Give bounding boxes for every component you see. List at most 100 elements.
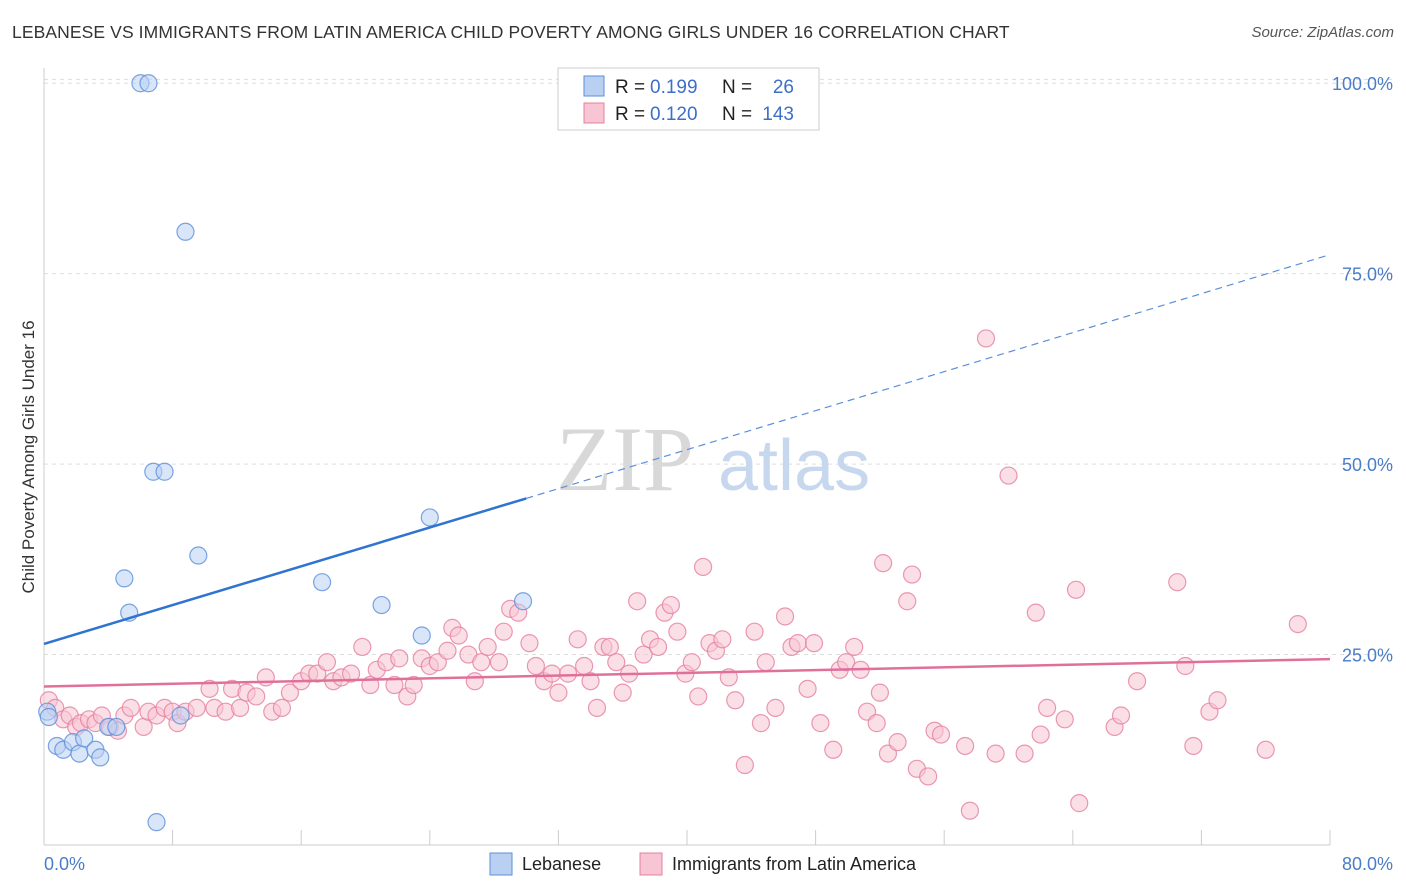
latin-america-point xyxy=(955,736,975,756)
x-tick-label-max: 80.0% xyxy=(1342,854,1393,874)
latin-america-point xyxy=(558,664,578,683)
latin-america-point xyxy=(874,554,893,573)
latin-america-point xyxy=(845,637,864,657)
latin-america-point xyxy=(600,637,619,657)
latin-america-point xyxy=(788,634,808,653)
latin-america-point xyxy=(187,698,206,717)
lebanese-point xyxy=(171,706,190,725)
latin-america-point xyxy=(489,653,509,672)
grid-lines xyxy=(44,78,1392,656)
latin-america-point xyxy=(494,622,513,641)
latin-america-point xyxy=(568,630,587,649)
lebanese-bottom-swatch xyxy=(489,852,513,876)
latin-america-point xyxy=(607,653,626,672)
lebanese-point xyxy=(39,707,58,727)
latin-america-point xyxy=(121,698,140,717)
source-credit: Source: ZipAtlas.com xyxy=(1251,24,1394,41)
latin-america-point xyxy=(867,714,886,733)
latin-america-point xyxy=(919,767,938,786)
lebanese-point xyxy=(139,74,158,93)
y-tick-label: 75.0% xyxy=(1342,265,1393,285)
latin-america-point xyxy=(745,622,764,641)
latin-n-label: N = xyxy=(722,104,752,125)
watermark-atlas: atlas xyxy=(718,426,870,506)
latin-america-point xyxy=(526,656,545,676)
latin-america-point xyxy=(798,679,817,698)
latin-america-point xyxy=(999,466,1018,485)
latin-america-point xyxy=(272,698,292,717)
latin-america-point xyxy=(317,653,337,672)
lebanese-point xyxy=(372,595,391,615)
latin-america-point xyxy=(549,683,568,702)
latin-america-point xyxy=(756,653,775,672)
lebanese-n-value: 26 xyxy=(773,77,794,98)
watermark-zip: ZIP xyxy=(556,408,694,510)
latin-america-point xyxy=(693,557,713,577)
stats-legend: R = 0.199 N = 26 R = 0.120 N = 143 xyxy=(557,67,820,131)
lebanese-bottom-label: Lebanese xyxy=(522,854,601,874)
latin-america-point xyxy=(976,329,996,348)
lebanese-point xyxy=(312,573,332,592)
latin-america-point xyxy=(465,672,484,691)
lebanese-trendline xyxy=(43,497,527,646)
latin-america-point xyxy=(1184,736,1203,756)
latin-america-point xyxy=(1256,740,1275,759)
lebanese-point xyxy=(420,508,439,527)
latin-america-point xyxy=(200,679,219,698)
latin-america-point xyxy=(341,664,361,683)
lebanese-r-value: 0.199 xyxy=(650,77,698,98)
lebanese-points xyxy=(38,74,533,832)
latin-america-point xyxy=(682,653,701,672)
latin-r-value: 0.120 xyxy=(650,104,698,125)
latin-america-point xyxy=(472,653,491,672)
latin-america-point xyxy=(1168,573,1187,592)
latin-america-point xyxy=(581,672,600,691)
x-tick-label-min: 0.0% xyxy=(44,854,85,874)
latin-america-point xyxy=(231,698,250,717)
latin-america-point xyxy=(1055,710,1074,729)
lebanese-legend-swatch xyxy=(583,75,605,97)
latin-america-point xyxy=(1031,725,1050,744)
latin-america-point xyxy=(438,641,457,660)
y-axis-label: Child Poverty Among Girls Under 16 xyxy=(19,320,38,593)
latin-america-point xyxy=(1037,698,1057,717)
latin-america-point xyxy=(775,607,795,626)
latin-america-point xyxy=(247,687,266,706)
latin-america-point xyxy=(931,725,951,744)
latin-america-point xyxy=(628,592,647,611)
latin-america-point xyxy=(960,801,980,820)
series-legend: Lebanese Immigrants from Latin America xyxy=(489,852,917,876)
latin-bottom-label: Immigrants from Latin America xyxy=(672,854,917,874)
lebanese-point xyxy=(155,462,174,481)
lebanese-point xyxy=(176,222,195,241)
latin-america-point xyxy=(1288,614,1307,634)
latin-america-point xyxy=(648,637,668,657)
latin-america-point xyxy=(811,714,830,733)
latin-america-point xyxy=(751,714,771,733)
latin-america-point xyxy=(587,698,607,717)
latin-america-point xyxy=(668,622,687,641)
x-ticks xyxy=(43,830,1331,845)
latin-america-point xyxy=(613,683,632,702)
y-tick-label: 25.0% xyxy=(1342,646,1393,666)
latin-america-point xyxy=(735,755,754,775)
latin-america-point xyxy=(766,698,785,717)
latin-america-point xyxy=(634,645,653,664)
lebanese-point xyxy=(75,729,94,748)
y-tick-labels: 25.0% 50.0% 75.0% 100.0% xyxy=(1332,74,1393,665)
latin-america-point xyxy=(390,649,409,668)
latin-america-point xyxy=(689,687,708,706)
latin-america-point xyxy=(713,630,732,649)
trendlines xyxy=(43,254,1331,688)
latin-america-point xyxy=(804,634,824,653)
latin-america-point xyxy=(661,595,681,615)
latin-america-point xyxy=(449,626,468,645)
latin-america-point xyxy=(824,740,843,759)
latin-america-point xyxy=(280,683,300,702)
latin-america-point xyxy=(1070,794,1089,813)
lebanese-point xyxy=(147,813,166,832)
latin-r-label: R = xyxy=(615,104,645,125)
latin-america-point xyxy=(1127,672,1147,691)
y-tick-label: 50.0% xyxy=(1342,455,1393,475)
